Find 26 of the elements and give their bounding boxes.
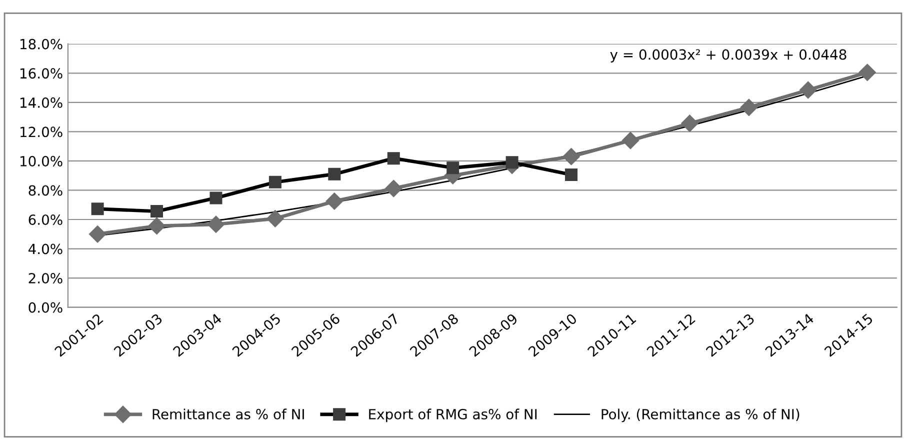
y-tick-label: 2.0%: [28, 273, 62, 284]
y-tick-label: 12.0%: [20, 126, 62, 138]
point: [148, 217, 166, 234]
y-tick-label: 8.0%: [28, 185, 62, 196]
y-tick-label: 4.0%: [28, 244, 62, 254]
legend-label: Remittance as % of NI: [152, 408, 304, 420]
y-tick-label: 6.0%: [28, 214, 62, 225]
point: [385, 180, 402, 198]
point: [740, 98, 758, 116]
point: [800, 81, 817, 99]
point: [681, 114, 698, 132]
annotation: y = 0.0003x² + 0.0039x + 0.0448: [610, 49, 846, 62]
point: [562, 148, 580, 166]
point: [326, 192, 343, 210]
point: [858, 64, 876, 81]
y-tick-label: 14.0%: [20, 97, 62, 108]
legend-label: Export of RMG as% of NI: [369, 408, 537, 422]
point: [89, 226, 106, 243]
y-tick-label: 10.0%: [20, 156, 62, 166]
y-tick-label: 0.0%: [28, 302, 62, 313]
point: [622, 132, 640, 150]
y-tick-label: 18.0%: [20, 38, 62, 50]
point: [266, 210, 284, 228]
point: [207, 216, 225, 233]
y-tick-label: 16.0%: [20, 68, 62, 79]
legend-label: Poly. (Remittance as % of NI): [602, 408, 800, 422]
